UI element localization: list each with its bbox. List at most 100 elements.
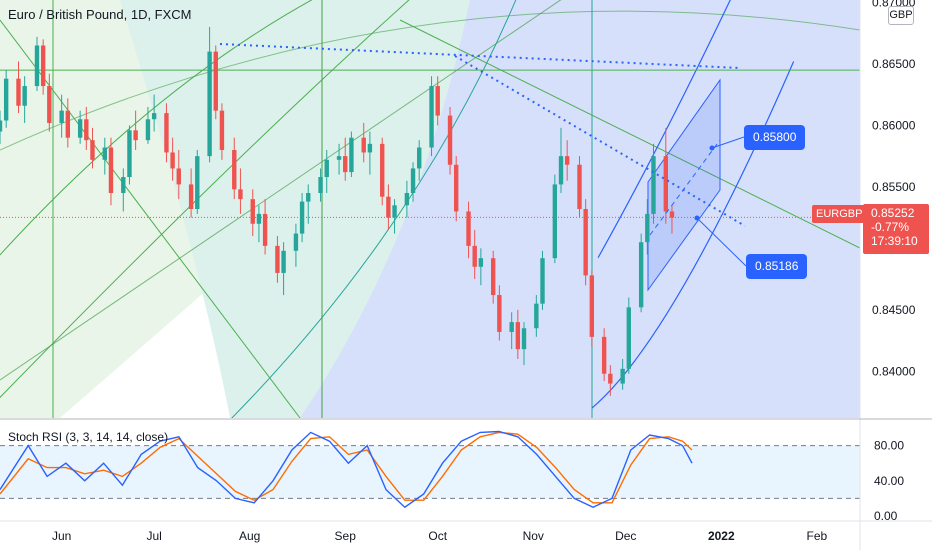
candle (250, 189, 255, 237)
candle-body (213, 51, 218, 111)
candle-body (22, 86, 27, 106)
candle (392, 199, 397, 234)
candle (293, 223, 299, 267)
candle (47, 73, 52, 132)
candle-body (324, 159, 329, 178)
candle-body (534, 303, 539, 329)
candle-body (232, 149, 237, 190)
candle (429, 76, 434, 157)
candle-body (207, 51, 212, 157)
candle-body (151, 113, 157, 120)
candle-body (238, 189, 243, 200)
candle (324, 149, 329, 194)
trendline-dotted-down (454, 55, 746, 227)
candle (589, 270, 595, 347)
candle (133, 110, 138, 150)
channel-upper-arc (597, 0, 731, 258)
candle (238, 168, 243, 214)
candle (151, 94, 157, 132)
candle-body (102, 147, 108, 160)
candle (497, 285, 502, 341)
candle (583, 199, 588, 286)
candle (195, 149, 200, 214)
candle-body (343, 156, 348, 173)
last-price-box: 0.85252 -0.77% 17:39:10 (863, 204, 929, 254)
trendline-dashed-wedge (649, 139, 721, 236)
price-tick-label: 0.84000 (872, 364, 916, 378)
candles-layer (0, 27, 675, 396)
candle (318, 168, 323, 202)
candle-body (65, 110, 71, 138)
candle-body (392, 205, 397, 218)
candle-body (40, 45, 46, 87)
candle-body (577, 164, 582, 209)
candle (626, 297, 632, 374)
candle-body (195, 156, 200, 209)
candle (620, 358, 625, 390)
rising-wedge (647, 78, 721, 292)
candle (435, 76, 440, 126)
candle (299, 193, 305, 243)
candle (127, 125, 132, 185)
time-tick-label: Sep (335, 529, 357, 543)
candle (0, 110, 3, 144)
candle (108, 137, 114, 206)
candle-body (3, 78, 9, 121)
price-tick-label: 0.85500 (872, 180, 916, 194)
candle (404, 180, 410, 218)
candle (16, 61, 21, 114)
callout-lower[interactable]: 0.85186 (746, 254, 808, 279)
stoch-k-line (0, 430, 693, 509)
candle-body (0, 120, 3, 132)
candle-body (281, 250, 286, 273)
candle-body (669, 211, 675, 218)
candle-body (515, 322, 521, 350)
candle-body (336, 156, 342, 160)
candle-body (509, 322, 514, 332)
candle (638, 233, 644, 313)
candle-body (275, 245, 280, 273)
candle (40, 39, 46, 95)
candle-body (589, 275, 595, 337)
candle (380, 137, 385, 206)
candle (121, 168, 126, 212)
candle (275, 236, 280, 283)
candle-body (34, 45, 40, 87)
currency-badge[interactable]: GBP (888, 6, 914, 25)
candle-body (645, 213, 650, 243)
candle-body (478, 258, 484, 267)
candle-body (472, 245, 477, 267)
candle (3, 70, 9, 128)
candle-body (583, 209, 588, 276)
indicator-title[interactable]: Stoch RSI (3, 3, 14, 14, close) (8, 430, 169, 444)
candle-body (127, 130, 132, 178)
time-tick-label: Jun (52, 529, 71, 543)
candle (281, 242, 286, 296)
candle (663, 127, 669, 224)
candle-body (417, 147, 422, 169)
fan-arc-2 (0, 0, 410, 399)
candle-body (188, 184, 194, 209)
callout-upper[interactable]: 0.85800 (744, 125, 806, 150)
candle-body (429, 86, 434, 148)
candle-body (47, 86, 52, 123)
candle (447, 106, 453, 175)
time-tick-label: Jul (146, 529, 161, 543)
stoch-d-line (0, 431, 693, 504)
chart-title: Euro / British Pound, 1D, FXCM (8, 7, 192, 22)
candle (102, 137, 108, 175)
candle-body (262, 213, 268, 246)
price-tick-label: 0.86000 (872, 118, 916, 132)
candle (509, 312, 514, 350)
candle-body (410, 168, 416, 194)
candle-body (447, 115, 453, 165)
callout-upper-connector (711, 136, 745, 149)
candle (256, 205, 262, 243)
candle (170, 137, 175, 181)
candle (84, 106, 89, 150)
candle (22, 76, 27, 123)
time-tick-label: Aug (239, 529, 260, 543)
